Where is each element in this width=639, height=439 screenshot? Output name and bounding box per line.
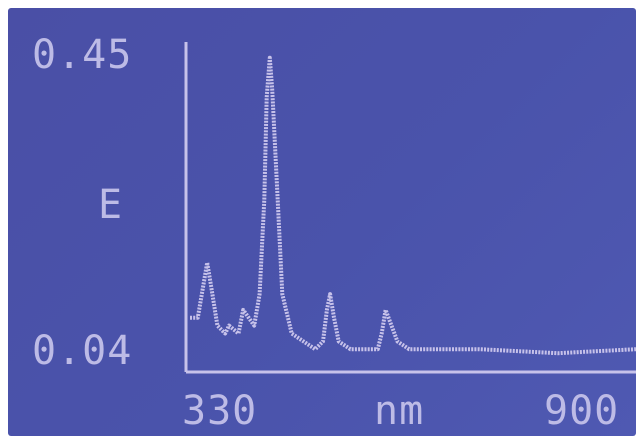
x-axis-label: nm [374, 388, 424, 434]
x-tick-label-min: 330 [182, 388, 257, 434]
x-tick-label-max: 900 [544, 388, 619, 434]
chart-axes [184, 42, 636, 374]
y-tick-label-max: 0.45 [32, 32, 132, 78]
spectrum-series-line [190, 55, 637, 356]
y-axis-label: E [98, 182, 123, 228]
lcd-screen [8, 8, 636, 436]
y-tick-label-min: 0.04 [32, 328, 132, 374]
